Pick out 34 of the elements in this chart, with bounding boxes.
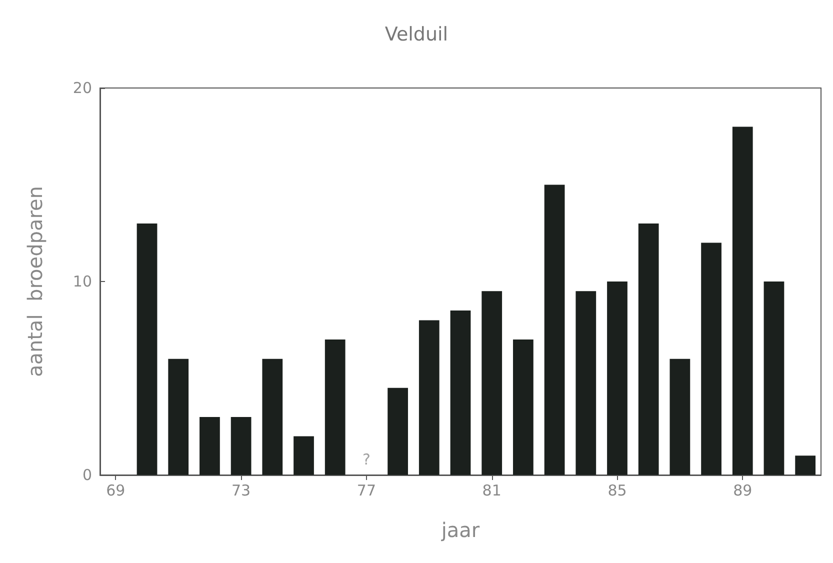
bar [230, 416, 252, 475]
bar [294, 436, 314, 475]
y-tick-label: 0 [82, 466, 92, 484]
annotation: ? [362, 450, 370, 468]
bar [795, 456, 816, 475]
x-tick-label: 77 [356, 482, 376, 500]
bar [513, 340, 534, 475]
x-tick-label: 81 [482, 482, 502, 500]
y-axis-title: aantal broedparen [23, 186, 47, 377]
bar [418, 320, 440, 475]
x-axis-title: jaar [440, 518, 480, 542]
bar [701, 242, 722, 475]
bar [262, 358, 283, 475]
bar [670, 358, 690, 475]
y-tick-label: 10 [72, 272, 92, 290]
x-tick-label: 89 [733, 482, 752, 500]
bar [388, 388, 408, 475]
bar [200, 416, 220, 475]
bar [544, 184, 565, 475]
chart-title: Velduil [384, 24, 448, 46]
bar [576, 291, 596, 475]
bar [168, 358, 189, 475]
bar [638, 223, 659, 475]
bar [482, 291, 502, 475]
x-tick-label: 73 [232, 482, 251, 500]
x-tick-label: 85 [608, 482, 627, 500]
bar [450, 310, 471, 475]
bar [136, 223, 158, 475]
x-tick-label: 69 [106, 482, 126, 500]
y-tick-label: 20 [72, 79, 92, 97]
bar [607, 282, 628, 475]
bar [732, 126, 753, 475]
bar [764, 282, 784, 475]
bar [324, 340, 346, 475]
